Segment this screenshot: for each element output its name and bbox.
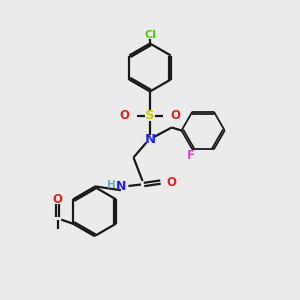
Text: N: N (144, 133, 156, 146)
Text: N: N (116, 179, 126, 193)
Text: O: O (52, 193, 63, 206)
Text: H: H (107, 179, 116, 190)
Text: Cl: Cl (144, 30, 156, 40)
Text: O: O (120, 109, 130, 122)
Text: O: O (170, 109, 180, 122)
Text: O: O (166, 176, 176, 189)
Text: F: F (187, 149, 195, 162)
Text: S: S (145, 109, 155, 122)
